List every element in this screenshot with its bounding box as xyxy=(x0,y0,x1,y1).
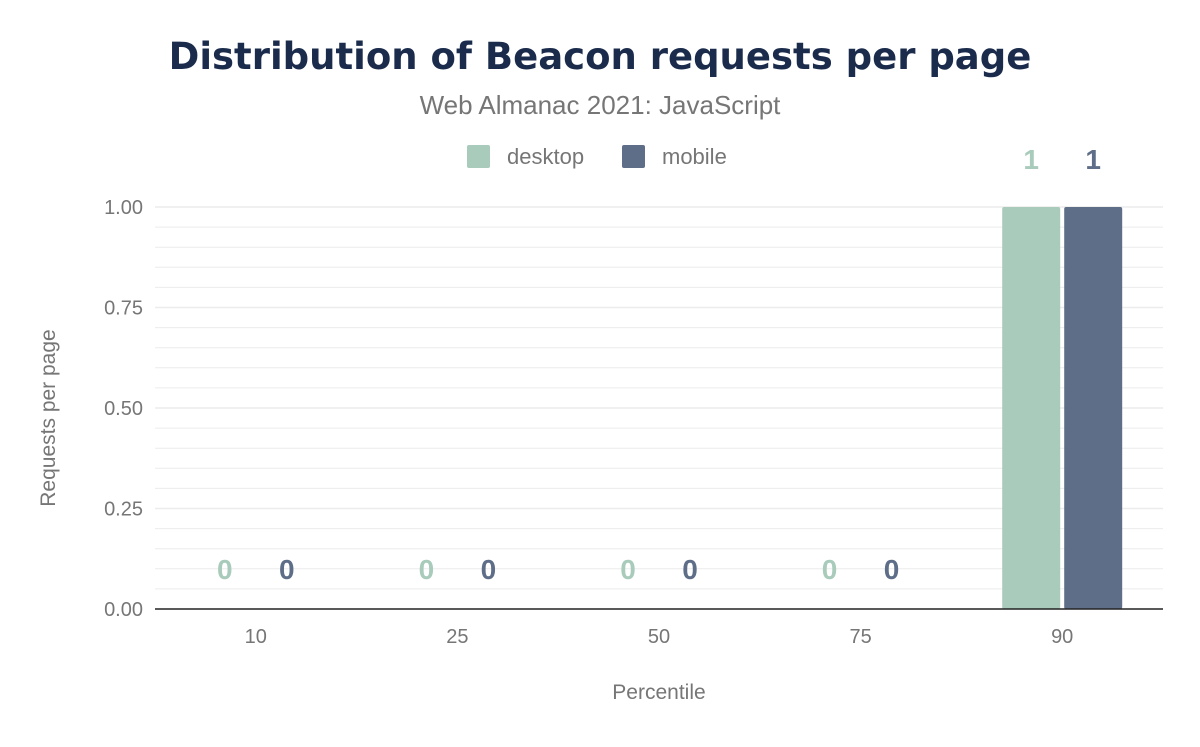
y-tick-label: 0.50 xyxy=(104,398,143,420)
data-label-mobile-90: 1 xyxy=(1085,144,1101,175)
chart-title: Distribution of Beacon requests per page xyxy=(169,35,1032,78)
bar-desktop-90 xyxy=(1002,207,1061,609)
data-label-desktop-90: 1 xyxy=(1023,144,1039,175)
x-tick-label-75: 75 xyxy=(849,626,871,648)
gridlines xyxy=(155,206,1163,590)
legend: desktop mobile xyxy=(467,144,727,169)
y-tick-label: 0.25 xyxy=(104,499,143,521)
data-label-mobile-10: 0 xyxy=(279,554,295,585)
bar-mobile-90 xyxy=(1064,207,1123,609)
data-label-mobile-50: 0 xyxy=(682,554,698,585)
y-tick-label: 0.75 xyxy=(104,298,143,320)
legend-swatch-mobile xyxy=(622,145,645,168)
legend-swatch-desktop xyxy=(467,145,490,168)
data-label-desktop-25: 0 xyxy=(419,554,435,585)
data-label-desktop-50: 0 xyxy=(620,554,636,585)
y-axis-title: Requests per page xyxy=(37,329,60,506)
y-tick-label: 1.00 xyxy=(104,197,143,219)
chart-subtitle: Web Almanac 2021: JavaScript xyxy=(420,90,782,120)
data-label-desktop-75: 0 xyxy=(822,554,838,585)
data-labels: 0 0 0 0 0 0 0 0 1 1 xyxy=(217,144,1101,585)
data-label-desktop-10: 0 xyxy=(217,554,233,585)
x-tick-label-10: 10 xyxy=(245,626,267,648)
legend-label-mobile: mobile xyxy=(662,144,727,169)
x-tick-label-25: 25 xyxy=(446,626,468,648)
legend-label-desktop: desktop xyxy=(507,144,584,169)
data-label-mobile-75: 0 xyxy=(884,554,900,585)
x-tick-label-90: 90 xyxy=(1051,626,1073,648)
x-axis-ticks: 10 25 50 75 90 xyxy=(245,626,1074,648)
x-axis-title: Percentile xyxy=(612,681,705,704)
bars xyxy=(1002,207,1123,609)
data-label-mobile-25: 0 xyxy=(481,554,497,585)
y-axis-ticks: 0.00 0.25 0.50 0.75 1.00 xyxy=(104,197,143,621)
x-tick-label-50: 50 xyxy=(648,626,670,648)
y-tick-label: 0.00 xyxy=(104,599,143,621)
